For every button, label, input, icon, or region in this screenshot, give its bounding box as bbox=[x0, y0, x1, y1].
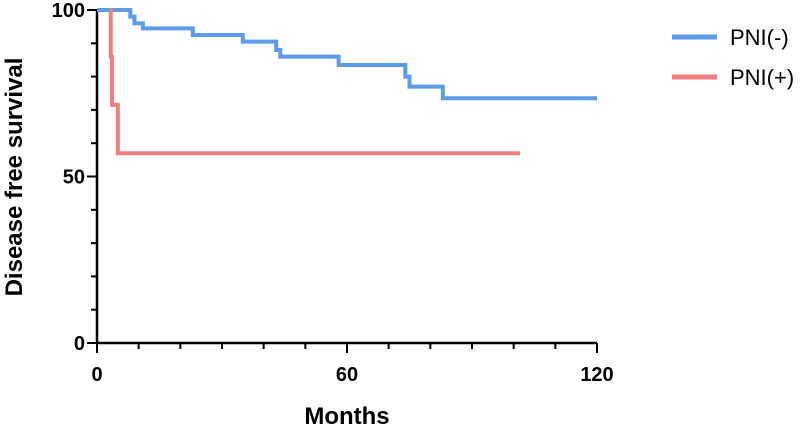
series-layer bbox=[97, 8, 597, 156]
x-tick-label: 0 bbox=[91, 364, 102, 386]
axes: 0 60 120 0 50 100 bbox=[52, 0, 614, 386]
y-tick-label: 100 bbox=[52, 0, 85, 22]
y-tick-label: 0 bbox=[74, 333, 85, 355]
series-line-2 bbox=[108, 8, 520, 156]
legend: PNI(-) PNI(+) bbox=[672, 25, 794, 90]
x-axis-title: Months bbox=[304, 403, 389, 430]
legend-label: PNI(+) bbox=[730, 65, 794, 90]
series-line-1 bbox=[97, 8, 597, 101]
x-tick-label: 120 bbox=[580, 364, 613, 386]
legend-label: PNI(-) bbox=[730, 25, 789, 50]
y-axis-title: Disease free survival bbox=[1, 58, 28, 297]
x-tick-label: 60 bbox=[336, 364, 358, 386]
y-tick-label: 50 bbox=[63, 167, 85, 189]
